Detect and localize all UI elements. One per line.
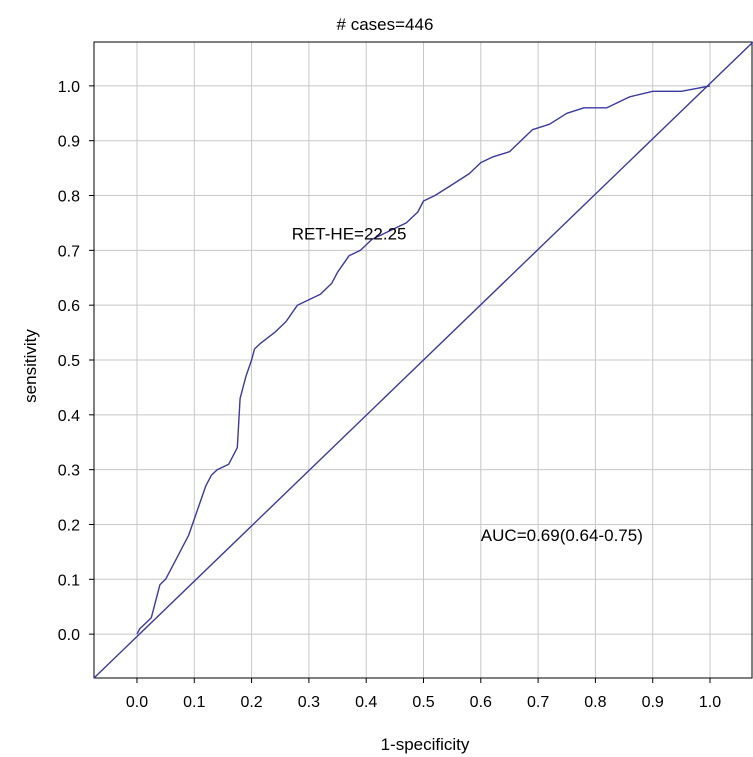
x-tick-label: 0.9 xyxy=(642,694,664,711)
x-tick-label: 0.1 xyxy=(183,694,205,711)
x-tick-label: 1.0 xyxy=(699,694,721,711)
y-tick-label: 0.8 xyxy=(58,189,80,206)
x-tick-label: 0.8 xyxy=(584,694,606,711)
x-axis-label: 1-specificity xyxy=(381,735,470,754)
y-tick-label: 0.9 xyxy=(58,134,80,151)
x-tick-label: 0.6 xyxy=(470,694,492,711)
x-tick-label: 0.7 xyxy=(527,694,549,711)
y-tick-label: 0.5 xyxy=(58,353,80,370)
ticks: 0.0 0.1 0.2 0.3 0.4 0.5 0.6 0.7 0.8 0.9 1.0 0.0 0.1 0… xyxy=(58,79,721,711)
roc-curve-line xyxy=(136,85,711,635)
x-tick-label: 0.4 xyxy=(355,694,377,711)
x-tick-label: 0.5 xyxy=(412,694,434,711)
auc-annotation: AUC=0.69(0.64-0.75) xyxy=(481,526,643,545)
y-tick-label: 0.7 xyxy=(58,243,80,260)
y-tick-label: 0.2 xyxy=(58,517,80,534)
grid xyxy=(94,42,753,678)
x-tick-label: 0.0 xyxy=(126,694,148,711)
y-tick-label: 0.1 xyxy=(58,572,80,589)
y-tick-label: 1.0 xyxy=(58,79,80,96)
y-axis-label: sensitivity xyxy=(21,329,40,403)
y-tick-label: 0.3 xyxy=(58,463,80,480)
series xyxy=(93,41,753,679)
y-tick-label: 0.6 xyxy=(58,298,80,315)
cutoff-annotation: RET-HE=22.25 xyxy=(292,224,407,243)
y-tick-label: 0.0 xyxy=(58,627,80,644)
x-tick-label: 0.2 xyxy=(240,694,262,711)
reference-diagonal-line xyxy=(93,41,753,679)
x-tick-label: 0.3 xyxy=(298,694,320,711)
chart-title: # cases=446 xyxy=(337,15,434,34)
y-tick-label: 0.4 xyxy=(58,408,80,425)
